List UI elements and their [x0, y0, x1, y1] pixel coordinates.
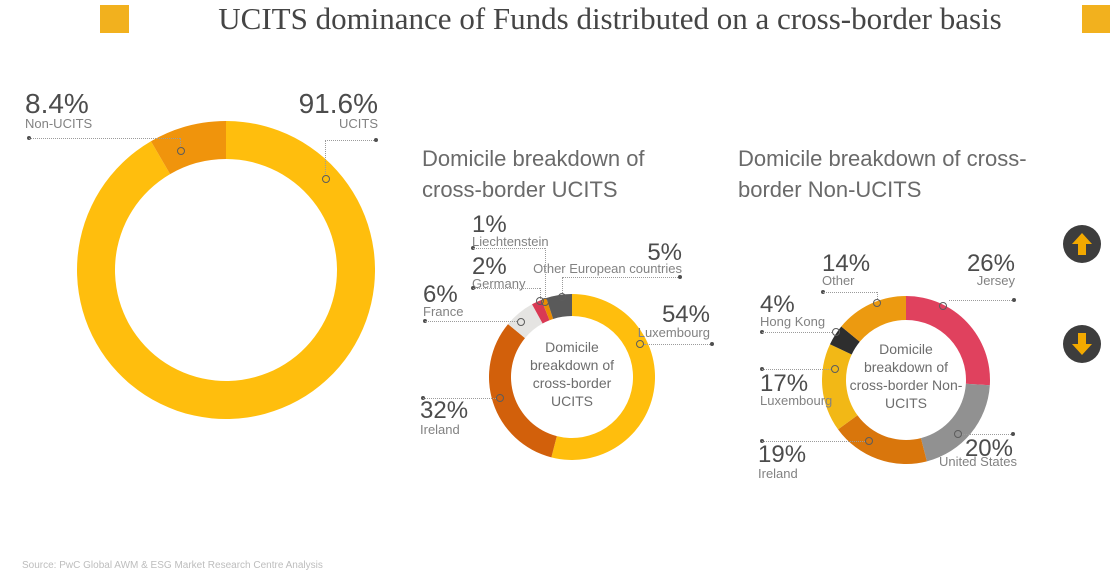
leader-line-other-eu	[562, 277, 680, 278]
leader-line-other-eu-v	[562, 277, 563, 293]
right-donut-center-label: Domicile breakdown of cross-border Non-U…	[849, 341, 963, 411]
leader-dot-jersey	[1012, 298, 1016, 302]
leader-line-france	[425, 321, 517, 322]
main-ucits-label: UCITS	[339, 116, 378, 131]
mid-luxembourg-pct: 54%	[661, 301, 710, 328]
donut-segment-other-european-countries	[546, 294, 572, 319]
mid-liechtenstein-label: Liechtenstein	[472, 234, 549, 249]
donut-segment-united-states	[920, 383, 990, 462]
main-donut-chart	[77, 121, 375, 419]
donut-segment-ireland	[489, 324, 557, 458]
scroll-up-button[interactable]	[1063, 225, 1101, 263]
ucits-breakdown-donut	[489, 294, 655, 460]
right-other-label: Other	[822, 273, 855, 288]
leader-marker-other-eu	[558, 293, 566, 301]
donut-segment-non-ucits	[150, 121, 226, 175]
leader-line-hongkong	[762, 332, 832, 333]
up-arrow-icon	[1072, 233, 1092, 255]
header-accent-left	[100, 5, 129, 33]
mid-chart-title: Domicile breakdown of cross-border UCITS	[422, 146, 645, 202]
donut-segment-ucits	[77, 121, 375, 419]
leader-line-liechtenstein-v	[545, 248, 546, 299]
right-ireland-label: Ireland	[758, 466, 798, 481]
leader-marker-luxembourg	[636, 340, 644, 348]
right-jersey-label: Jersey	[976, 273, 1015, 288]
mid-donut-center-label: Domicile breakdown of cross-border UCITS	[529, 339, 615, 409]
mid-ireland-label: Ireland	[420, 422, 460, 437]
mid-other-pct: 5%	[647, 239, 682, 266]
donut-segment-germany	[532, 299, 550, 324]
right-chart-title: Domicile breakdown of cross-border Non-U…	[738, 146, 1027, 202]
right-luxembourg-label: Luxembourg	[760, 393, 833, 408]
donut-segment-other	[841, 296, 906, 342]
header-accent-right	[1082, 5, 1110, 33]
donut-segment-france	[508, 304, 543, 339]
leader-marker-france	[517, 318, 525, 326]
donut-segment-jersey	[906, 296, 990, 386]
donut-segment-luxembourg	[551, 294, 655, 460]
scroll-down-button[interactable]	[1063, 325, 1101, 363]
leader-marker-nonucits	[177, 147, 185, 155]
page-title: UCITS dominance of Funds distributed on …	[218, 1, 1002, 36]
source-text: Source: PwC Global AWM & ESG Market Rese…	[22, 560, 323, 571]
mid-france-label: France	[423, 304, 464, 319]
leader-dot-other-eu	[678, 275, 682, 279]
mid-germany-pct: 2%	[472, 253, 507, 280]
right-hongkong-label: Hong Kong	[760, 314, 826, 329]
mid-france-pct: 6%	[423, 281, 458, 308]
main-nonucits-pct: 8.4%	[25, 88, 89, 119]
leader-dot-us	[1011, 432, 1015, 436]
leader-line-luxembourg	[644, 344, 712, 345]
leader-line-ireland32	[423, 398, 496, 399]
leader-line-germany-v	[540, 288, 541, 299]
leader-marker-r-other	[873, 299, 881, 307]
leader-line-r-other-v	[877, 292, 878, 299]
right-luxembourg-pct: 17%	[760, 370, 809, 397]
leader-line-nonucits-v	[180, 138, 181, 148]
main-nonucits-label: Non-UCITS	[25, 116, 93, 131]
main-ucits-pct: 91.6%	[298, 88, 378, 119]
mid-ireland-pct: 32%	[420, 397, 469, 424]
leader-marker-ucits	[322, 175, 330, 183]
leader-dot-ucits	[374, 138, 378, 142]
right-other-pct: 14%	[822, 250, 871, 277]
leader-marker-germany	[536, 297, 544, 305]
right-us-pct: 20%	[964, 435, 1013, 462]
leader-marker-jersey	[939, 302, 947, 310]
mid-germany-label: Germany	[472, 276, 526, 291]
leader-line-r-luxembourg	[762, 369, 831, 370]
right-hongkong-pct: 4%	[760, 291, 795, 318]
leader-marker-ireland32	[496, 394, 504, 402]
leader-line-r-other	[823, 292, 877, 293]
leader-marker-r-luxembourg	[831, 365, 839, 373]
leader-marker-us	[954, 430, 962, 438]
leader-dot-luxembourg	[710, 342, 714, 346]
leader-line-ucits-v	[325, 140, 326, 176]
mid-liechtenstein-pct: 1%	[472, 211, 507, 238]
donut-segment-luxembourg	[822, 344, 858, 430]
down-arrow-icon	[1072, 333, 1092, 355]
leader-marker-hongkong	[832, 328, 840, 336]
mid-other-label: Other European countries	[533, 261, 682, 276]
leader-line-nonucits	[29, 138, 180, 139]
leader-line-germany	[473, 288, 540, 289]
leader-line-r-ireland	[762, 441, 865, 442]
leader-line-jersey	[949, 300, 1014, 301]
leader-line-us	[962, 434, 1013, 435]
leader-line-ucits	[325, 140, 376, 141]
right-ireland-pct: 19%	[758, 441, 807, 468]
leader-line-liechtenstein	[473, 248, 545, 249]
nonucits-breakdown-donut	[822, 296, 990, 464]
leader-marker-r-ireland	[865, 437, 873, 445]
right-jersey-pct: 26%	[966, 250, 1015, 277]
mid-luxembourg-label: Luxembourg	[637, 325, 710, 340]
donut-segment-ireland	[838, 415, 927, 464]
right-us-label: United States	[938, 454, 1017, 469]
